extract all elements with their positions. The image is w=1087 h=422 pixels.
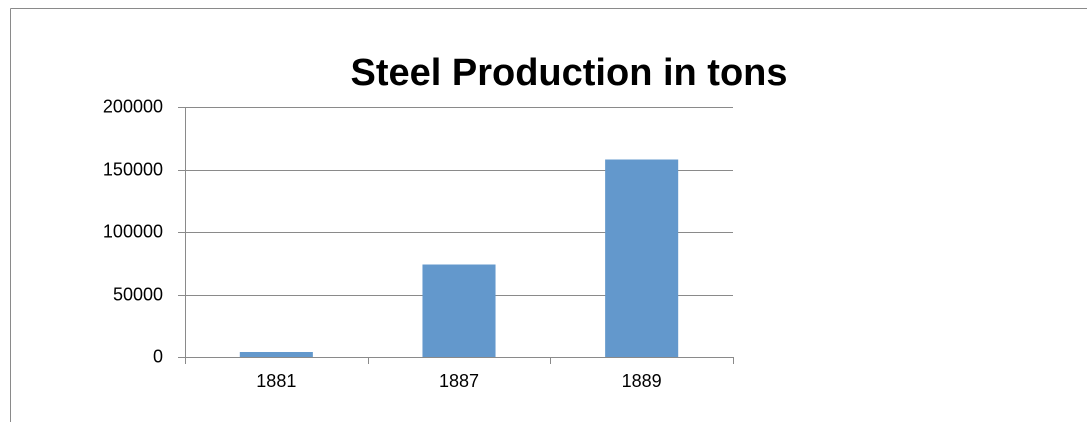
chart-title: Steel Production in tons xyxy=(350,52,787,94)
x-tick-label: 1889 xyxy=(622,371,662,391)
x-tick-label: 1887 xyxy=(439,371,479,391)
bar xyxy=(422,264,496,357)
bar xyxy=(605,159,679,357)
bar xyxy=(239,352,313,357)
x-tick-label: 1881 xyxy=(256,371,296,391)
y-tick-label: 0 xyxy=(153,346,163,366)
y-tick-label: 50000 xyxy=(113,284,163,304)
y-tick-label: 150000 xyxy=(103,159,163,179)
y-tick-label: 200000 xyxy=(103,96,163,116)
y-tick-label: 100000 xyxy=(103,221,163,241)
